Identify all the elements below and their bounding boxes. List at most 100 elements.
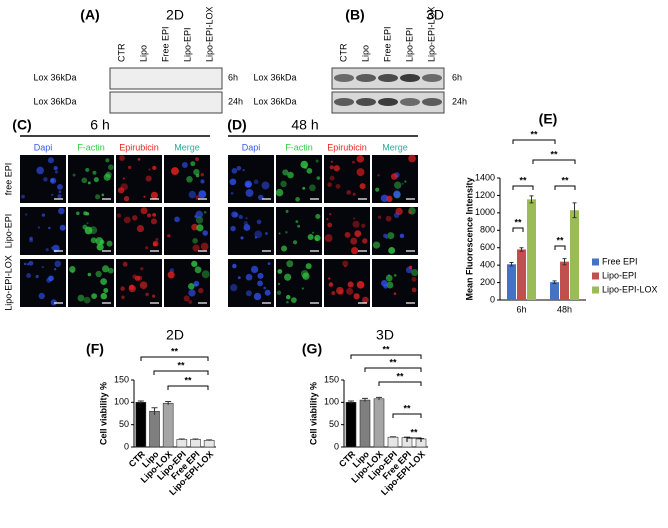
cell (280, 180, 287, 188)
cell (105, 171, 112, 178)
band (400, 74, 420, 82)
cell (257, 280, 263, 287)
cell (399, 233, 405, 239)
lane-label: CTR (116, 43, 126, 62)
channel-label: Epirubicin (327, 142, 367, 152)
cell (101, 193, 105, 197)
micrograph (324, 207, 370, 255)
cell (230, 191, 234, 195)
y-tick-label: 800 (480, 225, 495, 235)
y-tick-label: 50 (119, 419, 129, 429)
cell (134, 275, 141, 281)
cell (58, 190, 62, 194)
cell (256, 219, 262, 225)
cell (302, 272, 310, 280)
y-tick-label: 0 (490, 294, 495, 304)
cell (137, 158, 141, 161)
row-time: 24h (228, 96, 243, 106)
panel-label: (D) (227, 117, 246, 133)
cell (71, 270, 75, 274)
y-tick-label: 100 (114, 397, 129, 407)
cell (380, 194, 389, 203)
channel-label: Epirubicin (119, 142, 159, 152)
band (334, 74, 354, 82)
cell (286, 294, 291, 300)
significance-bracket (153, 370, 209, 375)
cell (359, 183, 366, 190)
cell (188, 300, 193, 304)
error-bar (151, 407, 158, 415)
cell (329, 175, 335, 181)
bar (527, 199, 536, 300)
y-tick-label: 1400 (475, 172, 495, 182)
cell (132, 274, 137, 279)
cell (150, 218, 158, 225)
cell (203, 211, 207, 214)
x-tick-label: 48h (557, 304, 572, 314)
cell (401, 182, 404, 185)
cell (236, 165, 242, 171)
cell (278, 232, 281, 235)
channel-label: F-actin (77, 142, 105, 152)
cell (408, 265, 413, 270)
cell (148, 168, 151, 171)
cell (86, 222, 89, 225)
cell (188, 283, 195, 290)
cell (361, 223, 366, 228)
legend-label: Lipo-EPI (602, 270, 637, 280)
cell (152, 165, 157, 170)
cell (194, 215, 198, 218)
significance-bracket (532, 159, 576, 164)
cell (287, 171, 294, 179)
cell (285, 209, 289, 213)
lane-label: Lipo-EPI (182, 27, 192, 62)
cell (145, 292, 150, 297)
cell (393, 212, 400, 219)
significance-bracket (392, 413, 422, 418)
cell (121, 295, 125, 300)
cell (53, 166, 58, 171)
band (400, 98, 420, 106)
cell (155, 237, 159, 241)
cell (103, 287, 109, 293)
cell (106, 240, 113, 247)
cell (301, 287, 304, 290)
row-label: Lox 36kDa (253, 72, 296, 82)
significance-bracket (378, 381, 422, 386)
error-bar (562, 258, 567, 266)
cell (276, 290, 282, 295)
cell (264, 289, 271, 296)
cell (116, 213, 122, 218)
bar (373, 398, 385, 448)
cell (309, 184, 316, 192)
cell (250, 265, 259, 274)
band (378, 98, 398, 106)
significance-bracket (350, 354, 422, 359)
significance-label: ** (550, 149, 558, 159)
cell (344, 231, 351, 238)
cell (328, 282, 334, 287)
cell (167, 234, 171, 238)
cell (395, 207, 403, 216)
cell (191, 260, 198, 268)
cell (383, 233, 388, 238)
cell (238, 214, 243, 220)
cell (245, 273, 253, 281)
cell (69, 265, 76, 273)
cell (295, 220, 299, 224)
cell (188, 190, 197, 199)
channel-label: F-actin (285, 142, 313, 152)
significance-label: ** (396, 371, 404, 381)
bar (203, 439, 215, 448)
cell (254, 236, 258, 239)
error-bar (529, 195, 534, 204)
lane-label: Free EPI (160, 26, 170, 62)
cell (140, 267, 144, 271)
cell (183, 295, 190, 302)
cell (45, 248, 49, 252)
x-tick-label: 6h (516, 304, 526, 314)
cell (198, 190, 207, 199)
cell (411, 287, 417, 293)
significance-bracket (512, 185, 534, 190)
row-time: 6h (452, 72, 462, 82)
